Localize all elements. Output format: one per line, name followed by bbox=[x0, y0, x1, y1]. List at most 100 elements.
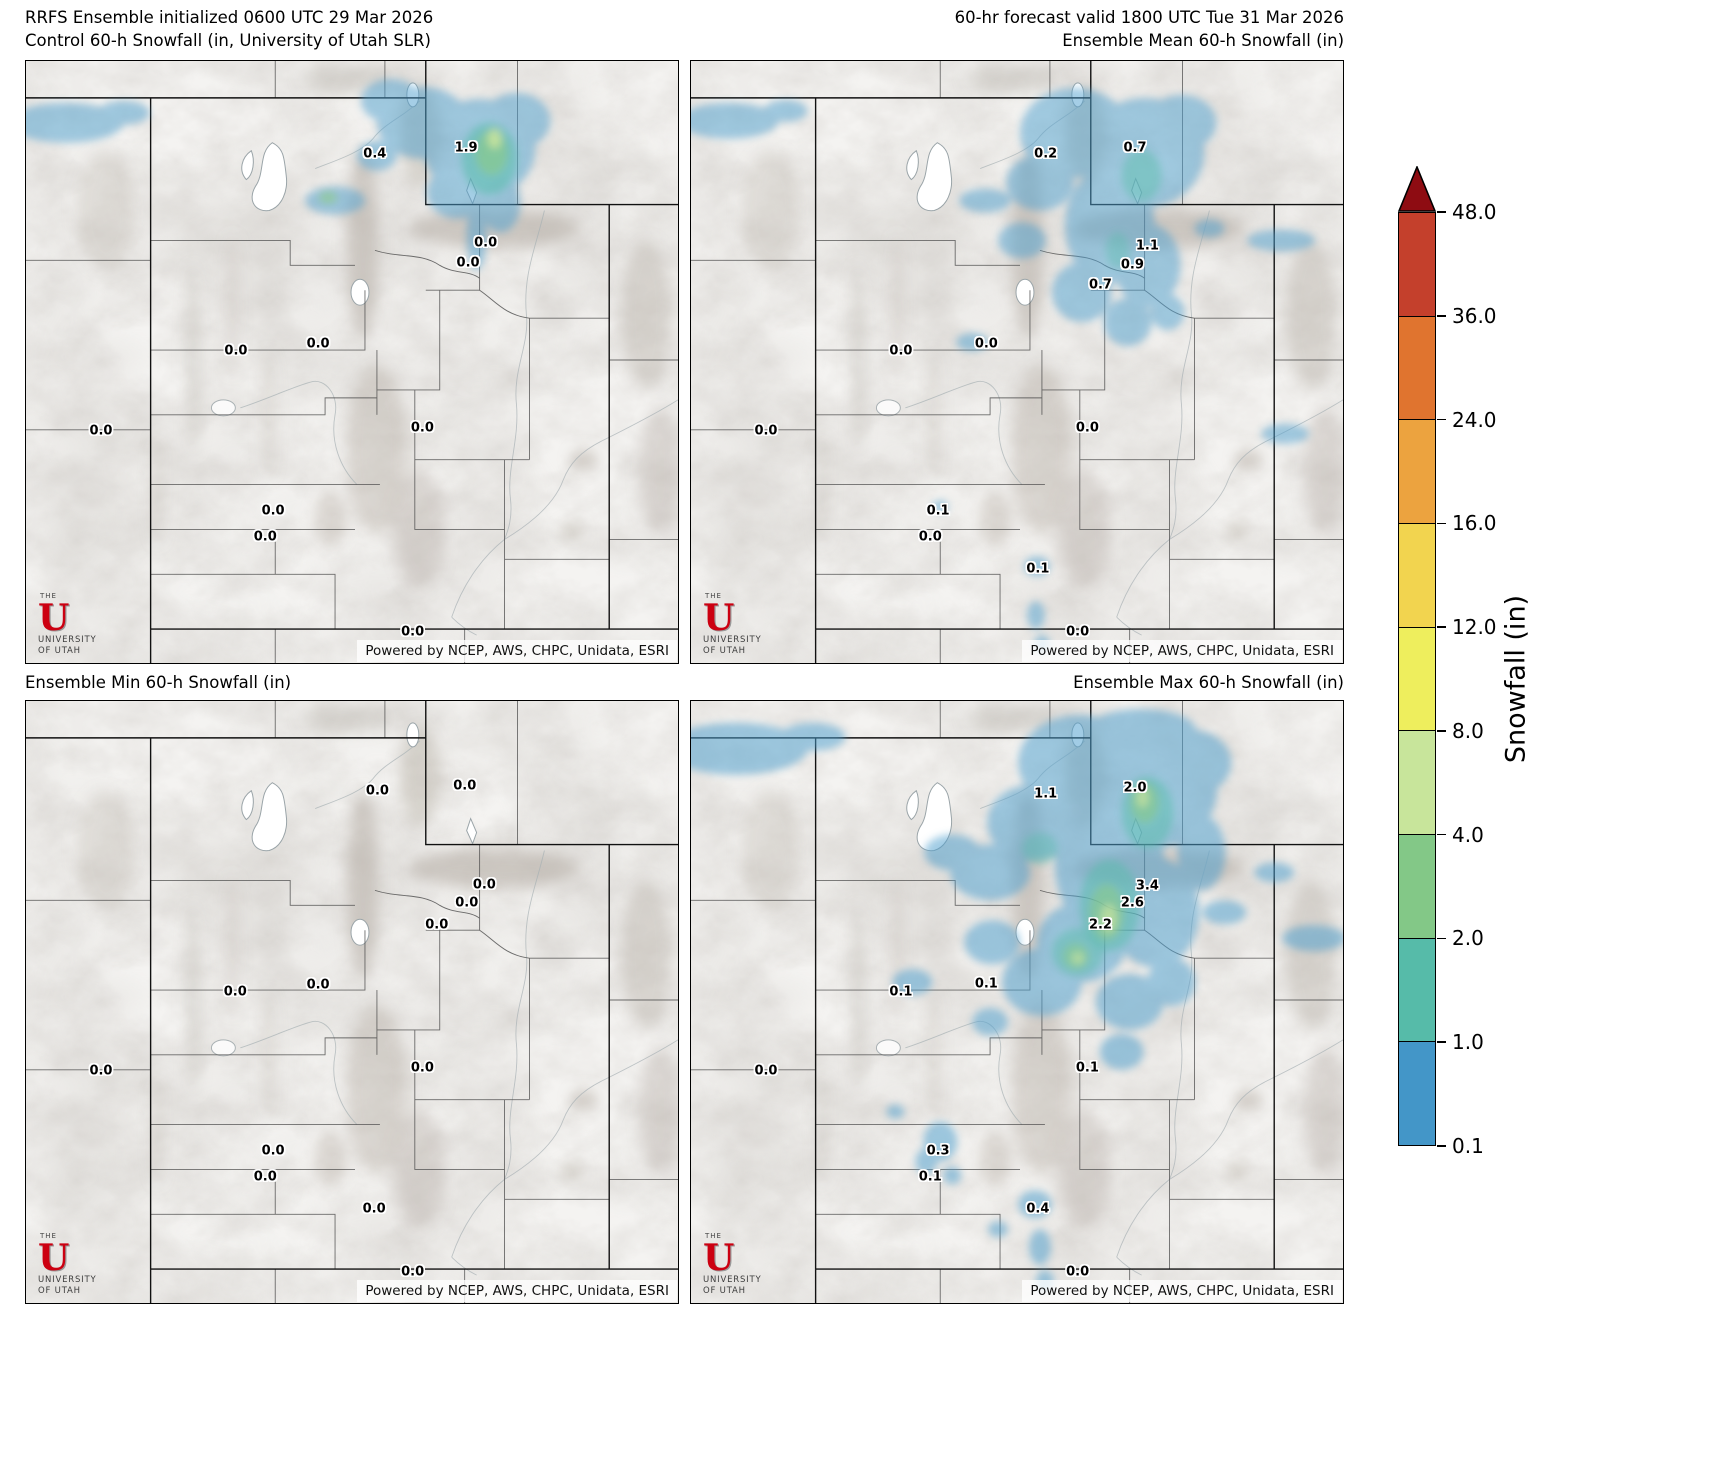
title-min: Ensemble Min 60-h Snowfall (in) bbox=[25, 671, 679, 694]
snowfall-value-label: 0.0 bbox=[306, 336, 330, 352]
colorbar-tick-label: 48.0 bbox=[1452, 200, 1497, 224]
colorbar-tick bbox=[1437, 626, 1446, 628]
snowfall-value-label: 0.0 bbox=[261, 1143, 285, 1159]
colorbar-axis-label: Snowfall (in) bbox=[1500, 594, 1532, 764]
logo-university-text: UNIVERSITY bbox=[38, 634, 97, 645]
logo-of-utah-text: OF UTAH bbox=[38, 1285, 81, 1296]
map-panel-min: 0.0 0.0 0.0 0.0 0.0 0.0 0.0 0.0 0.0 0.0 0.0 0.0 0.0 … bbox=[25, 700, 679, 1304]
colorbar-segment bbox=[1399, 626, 1435, 731]
snowfall-value-label: 0.7 bbox=[1123, 140, 1147, 156]
snowfall-value-label: 2.2 bbox=[1088, 917, 1112, 933]
map-panel-max: 1.1 2.0 3.4 2.6 2.2 0.1 0.1 0.0 0.1 0.3 0.1 0.4 0.0 … bbox=[690, 700, 1344, 1304]
value-labels-mean: 0.2 0.7 1.1 0.9 0.7 0.0 0.0 0.0 0.0 0.1 0.0 0.1 0.0 bbox=[691, 61, 1343, 663]
title-control: RRFS Ensemble initialized 0600 UTC 29 Ma… bbox=[25, 6, 679, 53]
logo-the-text: THE bbox=[40, 1231, 57, 1240]
colorbar-tick bbox=[1437, 833, 1446, 836]
colorbar-segment bbox=[1399, 315, 1435, 420]
snowfall-value-label: 0.9 bbox=[1120, 257, 1144, 273]
colorbar-tick-label: 24.0 bbox=[1452, 407, 1497, 432]
value-labels-control: 0.4 1.9 0.0 0.0 0.0 0.0 0.0 0.0 0.0 0.0 0.0 bbox=[26, 61, 678, 663]
snowfall-value-label: 0.7 bbox=[1088, 277, 1112, 293]
colorbar-tick bbox=[1437, 1041, 1446, 1044]
logo-of-utah-text: OF UTAH bbox=[703, 645, 746, 656]
snowfall-value-label: 0.0 bbox=[918, 529, 942, 545]
mean-title-text: Ensemble Mean 60-h Snowfall (in) bbox=[1062, 31, 1344, 51]
snowfall-value-label: 0.0 bbox=[362, 1201, 386, 1217]
colorbar-segment bbox=[1399, 213, 1435, 316]
snowfall-value-label: 3.4 bbox=[1135, 878, 1159, 894]
snowfall-value-label: 0.0 bbox=[754, 1063, 778, 1079]
snowfall-value-label: 0.0 bbox=[1066, 1264, 1090, 1280]
colorbar-segment bbox=[1399, 419, 1435, 524]
u-logo-mark: U bbox=[703, 1236, 735, 1279]
colorbar-segment bbox=[1399, 730, 1435, 835]
logo-the-text: THE bbox=[705, 591, 722, 600]
snowfall-value-label: 2.0 bbox=[1123, 780, 1147, 796]
university-of-utah-logo: THE U UNIVERSITY OF UTAH bbox=[38, 1231, 97, 1297]
snowfall-value-label: 0.1 bbox=[926, 503, 950, 519]
snowfall-value-label: 0.0 bbox=[754, 423, 778, 439]
colorbar-tick bbox=[1437, 730, 1446, 732]
snowfall-value-label: 0.0 bbox=[410, 1060, 434, 1076]
snowfall-value-label: 0.0 bbox=[306, 977, 330, 993]
logo-university-text: UNIVERSITY bbox=[703, 1274, 762, 1285]
snowfall-value-label: 0.0 bbox=[401, 1264, 425, 1280]
snowfall-value-label: 1.1 bbox=[1034, 786, 1058, 802]
colorbar-segment bbox=[1399, 523, 1435, 627]
snowfall-value-label: 0.0 bbox=[401, 624, 425, 640]
colorbar-segment bbox=[1399, 834, 1435, 938]
snowfall-value-label: 1.9 bbox=[454, 140, 478, 156]
snowfall-value-label: 0.4 bbox=[1026, 1201, 1050, 1217]
snowfall-value-label: 0.4 bbox=[363, 146, 387, 162]
snowfall-value-label: 0.1 bbox=[1075, 1060, 1099, 1076]
snowfall-value-label: 0.0 bbox=[889, 343, 913, 359]
snowfall-value-label: 0.0 bbox=[453, 778, 477, 794]
snowfall-value-label: 0.0 bbox=[1075, 420, 1099, 436]
snowfall-value-label: 2.6 bbox=[1120, 895, 1144, 911]
snowfall-value-label: 0.0 bbox=[365, 783, 389, 799]
colorbar-tick-label: 4.0 bbox=[1452, 822, 1484, 847]
university-of-utah-logo: THE U UNIVERSITY OF UTAH bbox=[703, 1231, 762, 1297]
logo-of-utah-text: OF UTAH bbox=[703, 1285, 746, 1296]
colorbar-segment bbox=[1399, 1041, 1435, 1146]
title-max: Ensemble Max 60-h Snowfall (in) bbox=[690, 671, 1344, 694]
snowfall-value-label: 0.1 bbox=[889, 984, 913, 1000]
colorbar-tick bbox=[1437, 211, 1446, 213]
snowfall-value-label: 0.0 bbox=[253, 1169, 277, 1185]
colorbar-tick-label: 12.0 bbox=[1452, 615, 1497, 640]
logo-the-text: THE bbox=[705, 1231, 722, 1240]
snowfall-value-label: 0.0 bbox=[261, 503, 285, 519]
max-title-text: Ensemble Max 60-h Snowfall (in) bbox=[1073, 673, 1344, 692]
logo-of-utah-text: OF UTAH bbox=[38, 645, 81, 656]
snowfall-value-label: 0.0 bbox=[89, 423, 113, 439]
snowfall-value-label: 0.0 bbox=[455, 895, 479, 911]
attribution-text: Powered by NCEP, AWS, CHPC, Unidata, ESR… bbox=[1022, 640, 1342, 662]
colorbar-tick-label: 8.0 bbox=[1452, 718, 1484, 743]
colorbar-segments bbox=[1398, 212, 1436, 1146]
colorbar-segment bbox=[1399, 937, 1435, 1042]
u-logo-mark: U bbox=[703, 596, 735, 639]
snowfall-value-label: 0.0 bbox=[974, 336, 998, 352]
snowfall-value-label: 0.1 bbox=[1026, 561, 1050, 577]
snowfall-value-label: 0.0 bbox=[89, 1063, 113, 1079]
snowfall-value-label: 0.0 bbox=[223, 984, 247, 1000]
control-title-text: Control 60-h Snowfall (in, University of… bbox=[25, 31, 431, 51]
attribution-text: Powered by NCEP, AWS, CHPC, Unidata, ESR… bbox=[357, 640, 677, 662]
colorbar-tick bbox=[1437, 418, 1446, 421]
logo-university-text: UNIVERSITY bbox=[703, 634, 762, 645]
colorbar-extend-arrow bbox=[1398, 166, 1436, 212]
init-time-text: RRFS Ensemble initialized 0600 UTC 29 Ma… bbox=[25, 8, 434, 27]
colorbar-tick-label: 16.0 bbox=[1452, 511, 1497, 536]
value-labels-min: 0.0 0.0 0.0 0.0 0.0 0.0 0.0 0.0 0.0 0.0 0.0 0.0 0.0 bbox=[26, 701, 678, 1303]
colorbar-tick bbox=[1437, 1145, 1446, 1147]
colorbar-tick bbox=[1437, 522, 1446, 525]
colorbar-tick-label: 1.0 bbox=[1452, 1030, 1484, 1055]
snowfall-value-label: 0.0 bbox=[456, 255, 480, 271]
university-of-utah-logo: THE U UNIVERSITY OF UTAH bbox=[38, 592, 97, 657]
snowfall-value-label: 0.0 bbox=[410, 420, 434, 436]
colorbar: 48.0 36.0 24.0 16.0 12.0 8.0 4.0 2.0 1.0 0.1 bbox=[1398, 166, 1598, 1176]
snowfall-value-label: 0.3 bbox=[926, 1143, 950, 1159]
logo-university-text: UNIVERSITY bbox=[38, 1274, 97, 1285]
valid-time-text: 60-hr forecast valid 1800 UTC Tue 31 Mar… bbox=[954, 8, 1344, 27]
